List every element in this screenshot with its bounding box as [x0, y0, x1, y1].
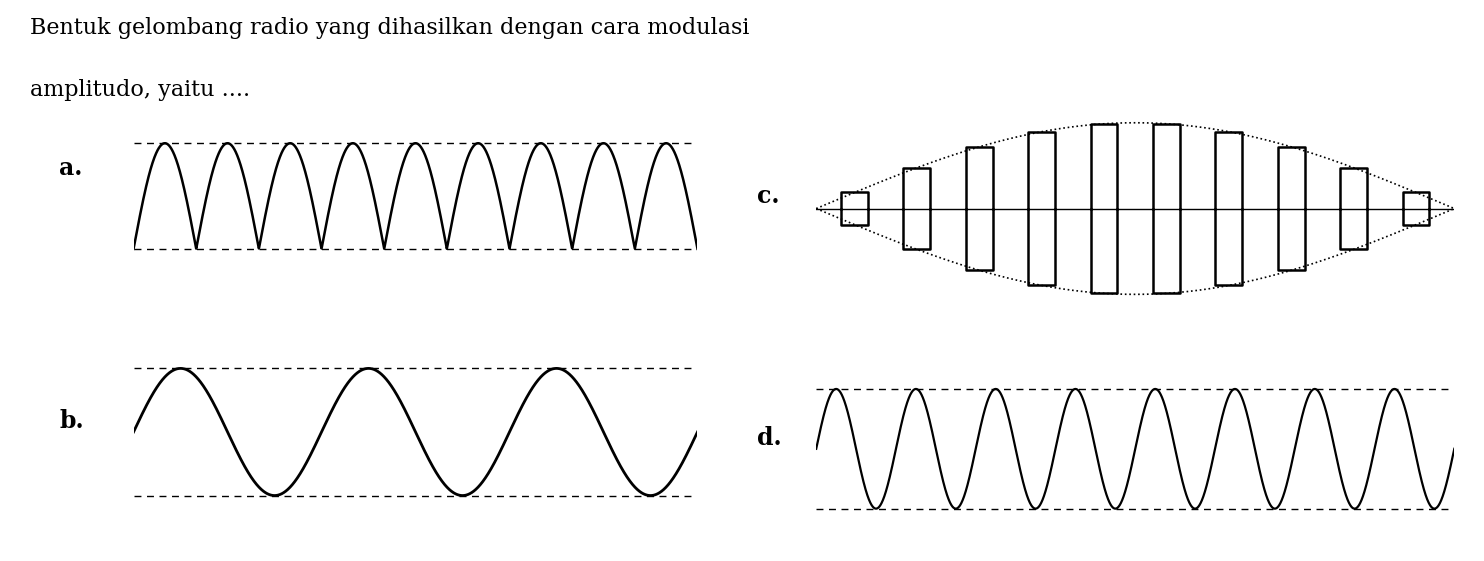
Text: c.: c.	[757, 185, 779, 208]
Text: d.: d.	[757, 426, 782, 449]
Text: a.: a.	[59, 157, 83, 180]
Text: b.: b.	[59, 409, 85, 433]
Text: Bentuk gelombang radio yang dihasilkan dengan cara modulasi: Bentuk gelombang radio yang dihasilkan d…	[30, 17, 749, 39]
Text: amplitudo, yaitu ....: amplitudo, yaitu ....	[30, 79, 249, 100]
